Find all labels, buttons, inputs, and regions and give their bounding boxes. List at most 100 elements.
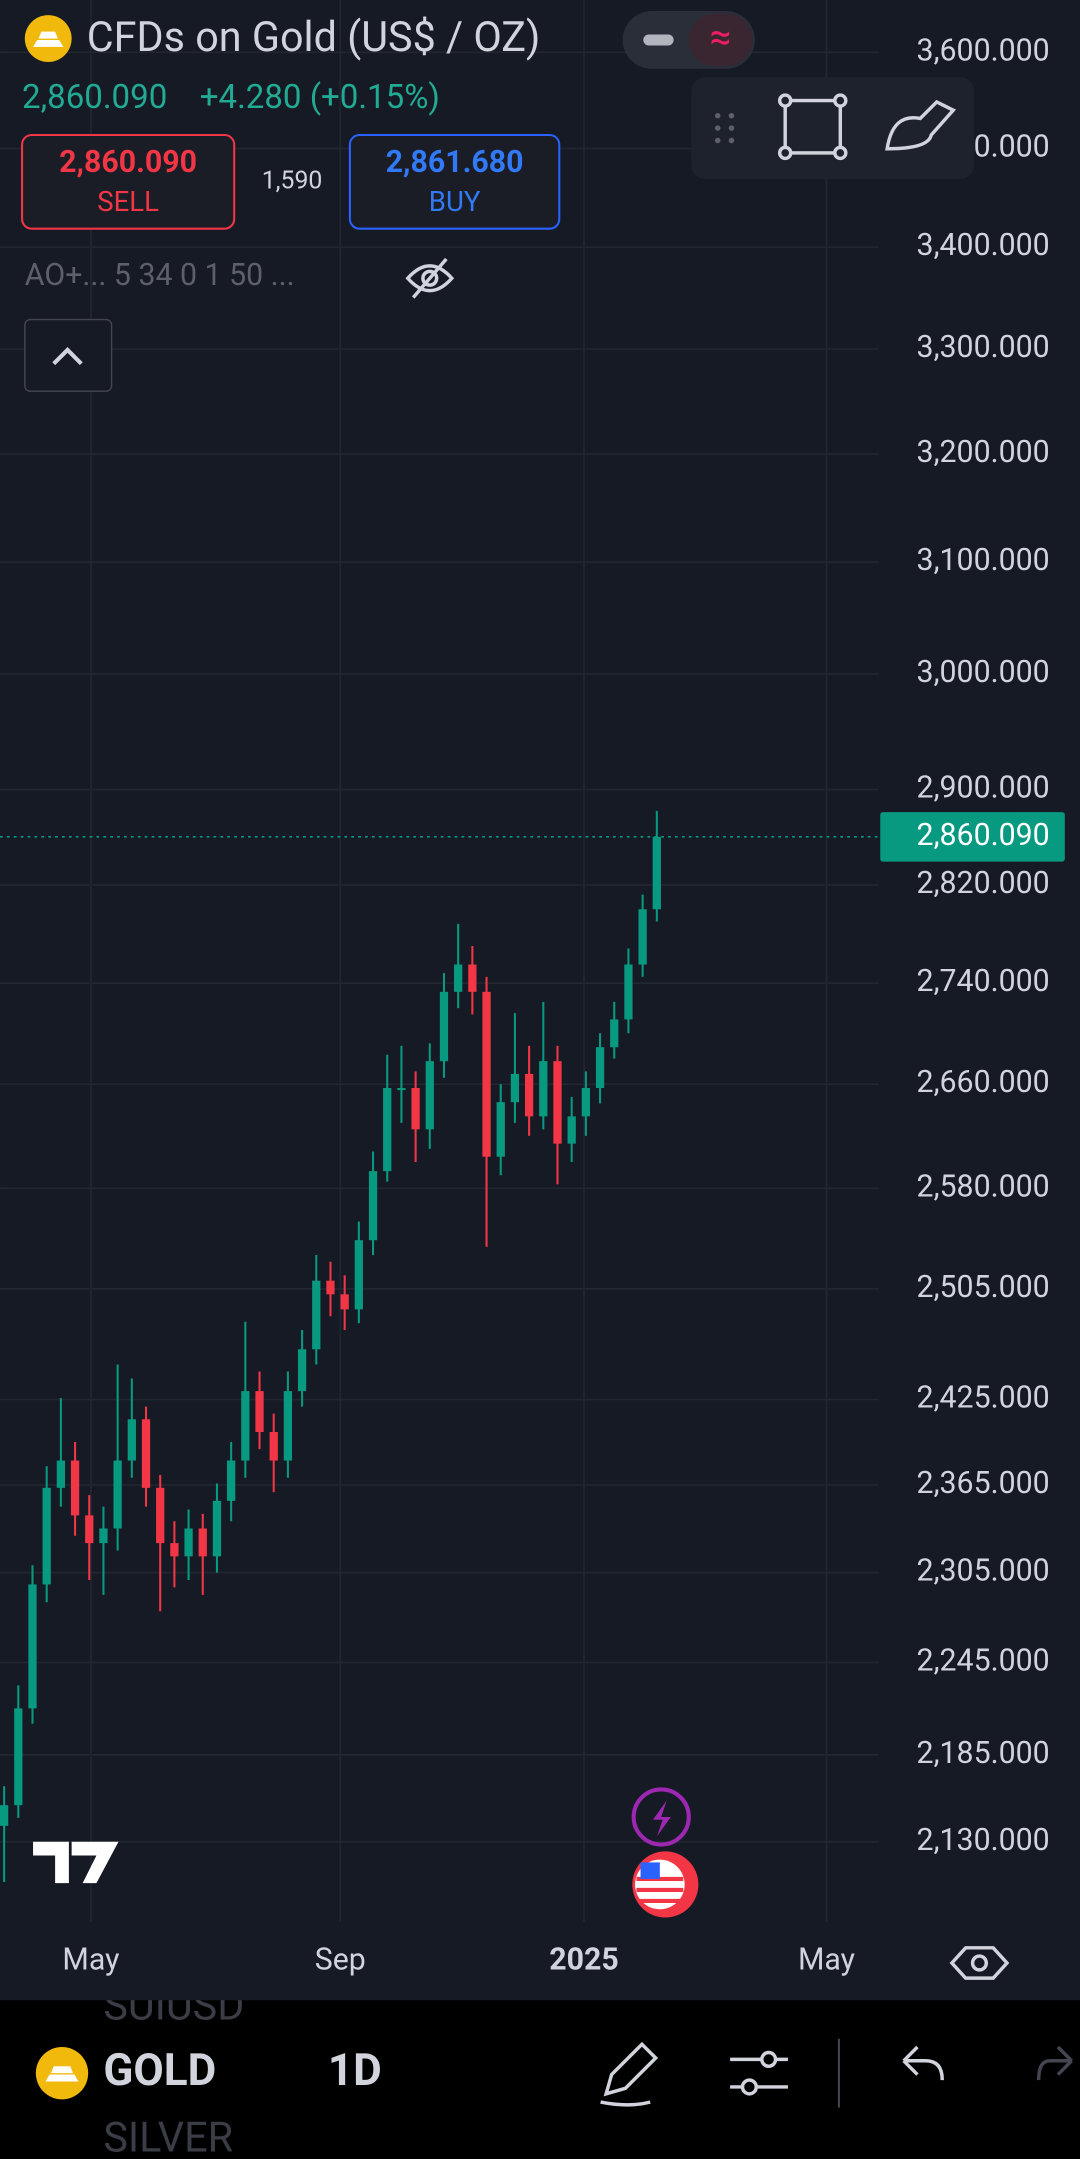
y-tick-label: 2,245.000 bbox=[917, 1644, 1050, 1679]
grid bbox=[0, 0, 879, 1922]
settings-icon[interactable] bbox=[949, 1946, 1010, 1980]
draw-button[interactable] bbox=[600, 2041, 659, 2107]
chevron-up bbox=[52, 346, 83, 366]
candle-body bbox=[127, 1419, 136, 1461]
y-tick-label: 3,200.000 bbox=[917, 435, 1050, 470]
last-price-label: 2,860.090 bbox=[917, 818, 1050, 853]
x-tick-label: May bbox=[798, 1943, 855, 1978]
candle-body bbox=[368, 1171, 378, 1241]
candle-body bbox=[56, 1460, 66, 1488]
y-tick-label: 3,300.000 bbox=[917, 330, 1050, 365]
y-tick-label: 2,660.000 bbox=[917, 1065, 1050, 1100]
candle-body bbox=[567, 1116, 576, 1144]
y-tick-label: 3,000.000 bbox=[917, 655, 1050, 690]
candle-body bbox=[269, 1432, 278, 1461]
lightning bbox=[652, 1800, 671, 1837]
rectangle-tool[interactable] bbox=[777, 93, 848, 161]
candle-body bbox=[638, 909, 647, 965]
candle-body bbox=[283, 1391, 293, 1461]
candle-body bbox=[297, 1349, 307, 1392]
x-tick-label: Sep bbox=[315, 1943, 366, 1978]
candle-body bbox=[141, 1419, 151, 1488]
candle-body bbox=[595, 1047, 605, 1089]
drag-handle[interactable] bbox=[714, 112, 735, 144]
buy-price: 2,861.680 bbox=[386, 145, 524, 180]
x-tick-label: May bbox=[62, 1943, 119, 1978]
event-icon[interactable] bbox=[631, 1787, 691, 1847]
sell-button[interactable] bbox=[21, 133, 236, 230]
candle-body bbox=[397, 1088, 406, 1091]
candle-body bbox=[0, 1805, 9, 1826]
candle-body bbox=[581, 1088, 591, 1117]
candle-body bbox=[198, 1528, 207, 1557]
y-tick-label: 2,900.000 bbox=[917, 771, 1050, 806]
y-tick-label: 2,305.000 bbox=[917, 1554, 1050, 1589]
collapse-button[interactable] bbox=[24, 318, 113, 392]
header-price: 2,860.090 bbox=[22, 78, 167, 117]
header-change: +4.280 (+0.15%) bbox=[200, 78, 440, 117]
candle-body bbox=[14, 1708, 23, 1806]
y-tick-label: 2,740.000 bbox=[917, 964, 1050, 999]
minimize-icon[interactable] bbox=[643, 34, 674, 46]
y-tick-label: 3,600.000 bbox=[917, 33, 1050, 68]
bar-edge bbox=[0, 1983, 1080, 2001]
candle-body bbox=[383, 1088, 392, 1172]
sell-label: SELL bbox=[97, 185, 159, 218]
candle-body bbox=[42, 1487, 51, 1585]
buy-button[interactable] bbox=[348, 133, 561, 230]
current-symbol[interactable]: GOLD bbox=[103, 2044, 216, 2096]
candle-body bbox=[652, 836, 661, 910]
plot bbox=[0, 810, 879, 1883]
y-tick-label: 2,365.000 bbox=[917, 1466, 1050, 1501]
symbol-below[interactable]: SILVER bbox=[103, 2115, 233, 2159]
candle-body bbox=[212, 1500, 222, 1557]
tradingview-logo[interactable] bbox=[33, 1841, 119, 1884]
candle-body bbox=[524, 1073, 534, 1117]
y-tick-label: 3,100.000 bbox=[917, 543, 1050, 578]
y-tick-label: 2,505.000 bbox=[917, 1270, 1050, 1305]
y-tick-label: 2,425.000 bbox=[917, 1381, 1050, 1416]
y-tick-label: 2,185.000 bbox=[917, 1736, 1050, 1771]
undo-button[interactable] bbox=[902, 2045, 944, 2081]
candle-body bbox=[113, 1460, 122, 1529]
y-tick-label: 2,130.000 bbox=[917, 1823, 1050, 1858]
last-price-box bbox=[880, 812, 1065, 862]
spread: 1,590 bbox=[262, 166, 323, 195]
candle-body bbox=[156, 1487, 165, 1544]
wave-pill[interactable] bbox=[688, 13, 753, 67]
candle-body bbox=[624, 964, 633, 1020]
candle-body bbox=[482, 991, 491, 1157]
indicator-legend[interactable]: AO+... 5 34 0 1 50 ... bbox=[25, 258, 295, 293]
candle-body bbox=[241, 1391, 250, 1461]
sell-price: 2,860.090 bbox=[59, 145, 197, 180]
candle-body bbox=[255, 1391, 264, 1433]
candle-body bbox=[184, 1528, 193, 1557]
candle-body bbox=[425, 1061, 434, 1130]
candle-body bbox=[312, 1280, 321, 1350]
brush-tool[interactable] bbox=[885, 99, 957, 151]
candle-body bbox=[340, 1294, 349, 1310]
redo-button[interactable] bbox=[1036, 2045, 1073, 2081]
candle-body bbox=[28, 1584, 37, 1709]
y-tick-label: 2,820.000 bbox=[917, 866, 1050, 901]
interval[interactable]: 1D bbox=[328, 2044, 382, 2096]
symbol-title[interactable]: CFDs on Gold (US$ / OZ) bbox=[87, 14, 541, 62]
candle-body bbox=[610, 1019, 619, 1048]
candle-body bbox=[454, 964, 463, 992]
candle-body bbox=[70, 1460, 80, 1516]
candle-body bbox=[227, 1460, 236, 1501]
candle-body bbox=[510, 1073, 520, 1103]
settings-dot bbox=[970, 1954, 989, 1972]
candle-body bbox=[411, 1088, 420, 1130]
drawing-toolbar bbox=[691, 77, 974, 180]
candle-body bbox=[439, 991, 449, 1062]
y-tick-label: 2,580.000 bbox=[917, 1169, 1050, 1204]
indicators-button[interactable] bbox=[730, 2050, 788, 2096]
hide-indicator-icon[interactable] bbox=[405, 257, 455, 299]
flag-canton bbox=[640, 1862, 660, 1879]
wave-icon[interactable]: ≈ bbox=[710, 15, 732, 60]
candle-body bbox=[354, 1240, 363, 1310]
candle-body bbox=[496, 1102, 505, 1157]
